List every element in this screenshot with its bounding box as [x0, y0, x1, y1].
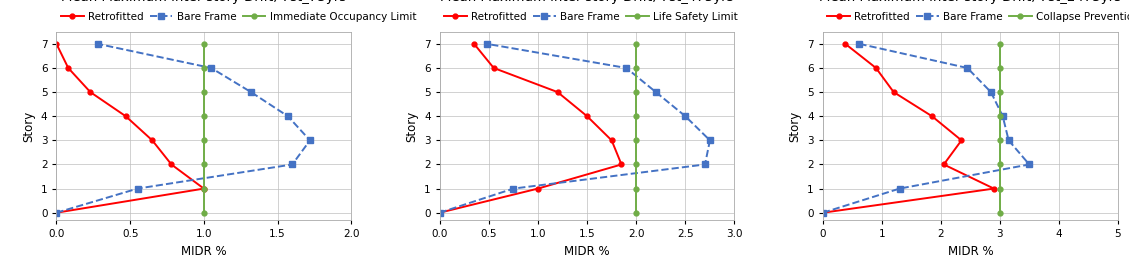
Retrofitted	[869, 67, 883, 70]
Retrofitted	[50, 42, 63, 46]
Bare Frame	[281, 115, 295, 118]
Retrofitted	[926, 115, 939, 118]
X-axis label: MIDR %: MIDR %	[947, 245, 994, 258]
Line: Retrofitted: Retrofitted	[437, 41, 624, 215]
Collapse Prevention Limit	[994, 67, 1007, 70]
Retrofitted	[50, 211, 63, 214]
Legend: Retrofitted, Bare Frame, Collapse Prevention Limit: Retrofitted, Bare Frame, Collapse Preven…	[823, 7, 1129, 26]
Retrofitted	[61, 67, 75, 70]
Retrofitted	[432, 211, 446, 214]
Line: Bare Frame: Bare Frame	[437, 41, 712, 215]
Legend: Retrofitted, Bare Frame, Immediate Occupancy Limit: Retrofitted, Bare Frame, Immediate Occup…	[56, 7, 420, 26]
Immediate Occupancy Limit	[198, 67, 211, 70]
Collapse Prevention Limit	[994, 91, 1007, 94]
Bare Frame	[1023, 163, 1036, 166]
Bare Frame	[304, 139, 317, 142]
Y-axis label: Story: Story	[23, 110, 35, 142]
Collapse Prevention Limit	[994, 211, 1007, 214]
Line: Retrofitted: Retrofitted	[821, 41, 996, 215]
Bare Frame	[852, 42, 866, 46]
Line: Immediate Occupancy Limit: Immediate Occupancy Limit	[201, 41, 207, 215]
Bare Frame	[432, 211, 446, 214]
Bare Frame	[703, 139, 717, 142]
Life Safety Limit	[630, 139, 644, 142]
Retrofitted	[531, 187, 544, 190]
Collapse Prevention Limit	[994, 42, 1007, 46]
Bare Frame	[286, 163, 299, 166]
Life Safety Limit	[630, 115, 644, 118]
Retrofitted	[119, 115, 132, 118]
Life Safety Limit	[630, 187, 644, 190]
X-axis label: MIDR %: MIDR %	[181, 245, 227, 258]
Immediate Occupancy Limit	[198, 139, 211, 142]
Retrofitted	[937, 163, 951, 166]
Bare Frame	[480, 42, 493, 46]
Bare Frame	[507, 187, 520, 190]
Retrofitted	[551, 91, 564, 94]
Retrofitted	[146, 139, 159, 142]
Bare Frame	[961, 67, 974, 70]
Title: Mean Maximum Inter-story Drift, 7st_475yrs: Mean Maximum Inter-story Drift, 7st_475y…	[440, 0, 734, 4]
Line: Retrofitted: Retrofitted	[54, 41, 207, 215]
Retrofitted	[987, 187, 1000, 190]
Collapse Prevention Limit	[994, 115, 1007, 118]
Immediate Occupancy Limit	[198, 42, 211, 46]
Bare Frame	[1001, 139, 1015, 142]
Bare Frame	[91, 42, 105, 46]
Bare Frame	[204, 67, 218, 70]
Retrofitted	[955, 139, 969, 142]
Bare Frame	[698, 163, 711, 166]
Legend: Retrofitted, Bare Frame, Life Safety Limit: Retrofitted, Bare Frame, Life Safety Lim…	[439, 7, 742, 26]
Bare Frame	[679, 115, 692, 118]
Immediate Occupancy Limit	[198, 187, 211, 190]
Collapse Prevention Limit	[994, 139, 1007, 142]
Immediate Occupancy Limit	[198, 163, 211, 166]
Immediate Occupancy Limit	[198, 91, 211, 94]
X-axis label: MIDR %: MIDR %	[564, 245, 610, 258]
Bare Frame	[649, 91, 663, 94]
Bare Frame	[816, 211, 830, 214]
Life Safety Limit	[630, 42, 644, 46]
Title: Mean Maximum Inter-story Drift, 7st_75yrs: Mean Maximum Inter-story Drift, 7st_75yr…	[61, 0, 347, 4]
Immediate Occupancy Limit	[198, 211, 211, 214]
Line: Life Safety Limit: Life Safety Limit	[633, 41, 639, 215]
Retrofitted	[165, 163, 178, 166]
Line: Collapse Prevention Limit: Collapse Prevention Limit	[997, 41, 1003, 215]
Retrofitted	[84, 91, 97, 94]
Collapse Prevention Limit	[994, 163, 1007, 166]
Immediate Occupancy Limit	[198, 115, 211, 118]
Line: Bare Frame: Bare Frame	[54, 41, 313, 215]
Bare Frame	[893, 187, 907, 190]
Retrofitted	[614, 163, 628, 166]
Life Safety Limit	[630, 163, 644, 166]
Retrofitted	[487, 67, 500, 70]
Bare Frame	[50, 211, 63, 214]
Collapse Prevention Limit	[994, 187, 1007, 190]
Bare Frame	[984, 91, 998, 94]
Bare Frame	[620, 67, 633, 70]
Y-axis label: Story: Story	[789, 110, 802, 142]
Retrofitted	[605, 139, 619, 142]
Y-axis label: Story: Story	[405, 110, 419, 142]
Retrofitted	[887, 91, 901, 94]
Life Safety Limit	[630, 67, 644, 70]
Line: Bare Frame: Bare Frame	[820, 41, 1032, 215]
Retrofitted	[467, 42, 481, 46]
Title: Mean Maximum Inter-story Drift, 7st_2475yrs: Mean Maximum Inter-story Drift, 7st_2475…	[820, 0, 1121, 4]
Life Safety Limit	[630, 91, 644, 94]
Retrofitted	[816, 211, 830, 214]
Bare Frame	[244, 91, 257, 94]
Retrofitted	[198, 187, 211, 190]
Bare Frame	[996, 115, 1009, 118]
Bare Frame	[131, 187, 145, 190]
Retrofitted	[839, 42, 852, 46]
Life Safety Limit	[630, 211, 644, 214]
Retrofitted	[580, 115, 594, 118]
